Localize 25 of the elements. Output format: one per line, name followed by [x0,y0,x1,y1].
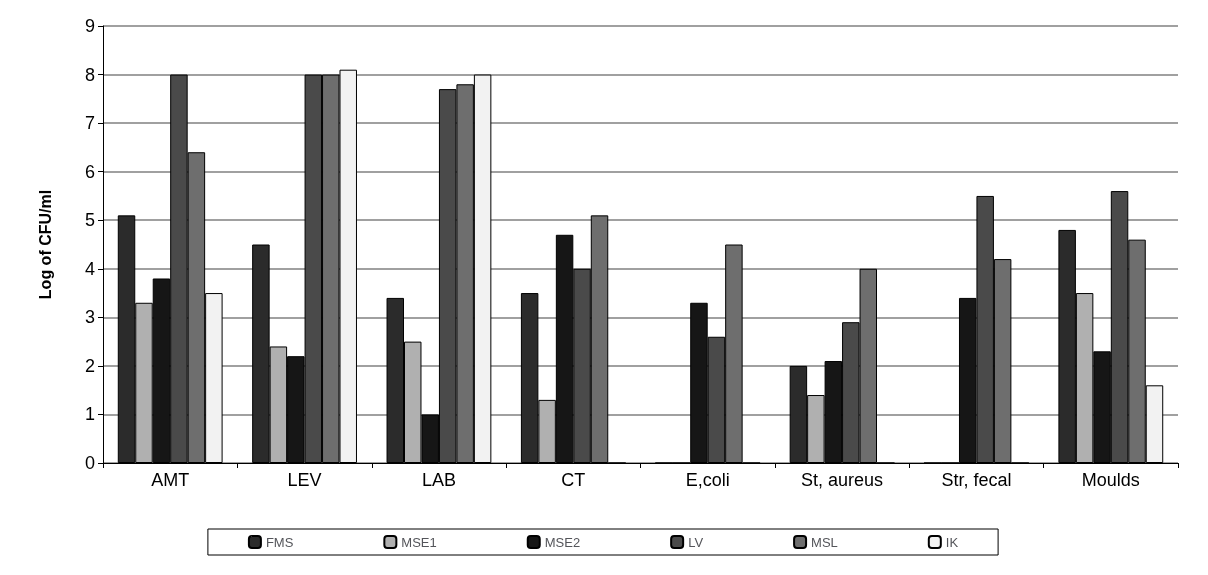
x-tick-label: CT [561,470,586,490]
x-tick-label: LAB [421,470,456,490]
x-tick-label: E,coli [685,470,730,490]
y-tick-label: 7 [84,113,95,134]
y-tick-label: 6 [84,161,95,182]
y-tick-label: 0 [84,453,95,473]
y-tick-label: 3 [84,307,95,328]
y-tick-label: 1 [84,404,95,425]
legend-label: MSL [811,534,838,550]
x-tick-label: Moulds [1081,470,1140,490]
legend-label: IK [945,534,959,550]
x-tick-label: AMT [151,470,190,490]
y-axis-title: Log of CFU/ml [36,189,54,300]
x-tick-label: LEV [287,470,322,490]
y-tick-label: 5 [84,210,95,231]
y-tick-label: 4 [84,258,95,279]
y-tick-label: 2 [84,355,95,376]
legend-label: LV [688,534,704,550]
legend-label: MSE2 [544,534,581,550]
x-tick-label: St, aureus [801,470,884,490]
y-tick-label: 8 [84,64,95,85]
legend-label: FMS [265,534,294,550]
x-tick-label: Str, fecal [941,470,1012,490]
legend-label: MSE1 [401,534,437,550]
y-tick-label: 9 [84,16,95,36]
